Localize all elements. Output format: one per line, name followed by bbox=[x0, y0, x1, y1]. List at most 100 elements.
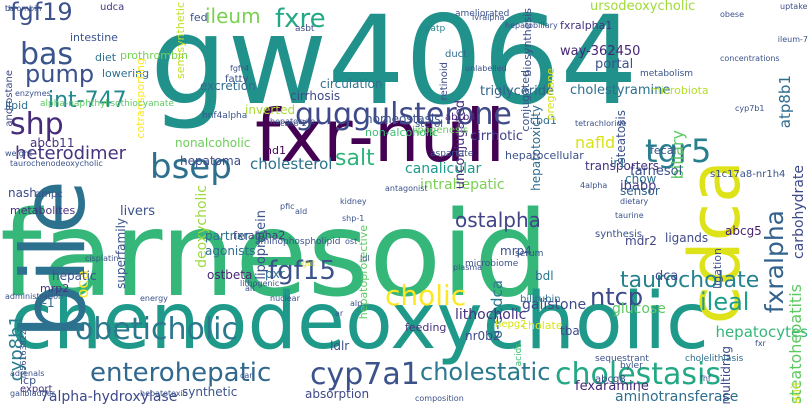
word-177: rs56163822 bbox=[19, 330, 28, 379]
word-194: thrombin bbox=[5, 4, 42, 13]
word-90: livers bbox=[120, 204, 156, 219]
word-109: biosynthesis bbox=[521, 8, 534, 77]
word-0: farnesoid bbox=[0, 185, 550, 323]
word-146: unlabelled bbox=[465, 64, 507, 73]
word-102: prothrombin bbox=[120, 49, 189, 62]
word-141: ligation bbox=[711, 248, 724, 289]
word-100: diet bbox=[95, 51, 117, 64]
word-106: udca bbox=[100, 2, 125, 13]
word-124: aspartate bbox=[430, 149, 474, 159]
word-79: cbd1 bbox=[530, 114, 558, 127]
word-77: non-alcoholic bbox=[365, 126, 439, 139]
word-161: alt bbox=[245, 284, 256, 293]
word-193: lxr bbox=[5, 4, 16, 13]
word-130: acids bbox=[514, 343, 524, 367]
word-128: tba bbox=[560, 324, 580, 338]
word-75: homeostasis bbox=[365, 112, 441, 126]
word-98: androstane bbox=[4, 70, 15, 127]
word-123: gut bbox=[302, 259, 316, 268]
word-43: cholate bbox=[522, 319, 563, 332]
word-66: mrp4 bbox=[500, 244, 532, 258]
word-24: ileal bbox=[700, 288, 750, 316]
word-153: plasma bbox=[453, 263, 483, 272]
word-174: fgfr4 bbox=[230, 64, 250, 73]
word-92: hepatic bbox=[52, 269, 97, 283]
word-117: obese bbox=[720, 10, 744, 19]
word-175: cyp7b1 bbox=[735, 104, 765, 113]
word-191: ar bbox=[335, 309, 344, 318]
word-58: nafld bbox=[575, 133, 616, 152]
word-65: bdl bbox=[535, 269, 554, 283]
word-2: chenodeoxycholic bbox=[10, 277, 709, 367]
word-192: alp bbox=[350, 299, 363, 308]
word-46: carbohydrate bbox=[791, 165, 807, 259]
word-132: feeding bbox=[405, 321, 447, 334]
word-96: abcb11 bbox=[30, 136, 75, 150]
word-150: lvralpha bbox=[472, 13, 505, 22]
word-110: duct bbox=[445, 49, 468, 60]
word-155: sequestrant bbox=[595, 354, 649, 364]
word-12: bsep bbox=[150, 147, 232, 187]
word-111: retinoid bbox=[439, 62, 450, 101]
word-151: hepatobiliary bbox=[505, 21, 558, 30]
word-18: ileum bbox=[205, 4, 261, 28]
word-162: nuclear bbox=[270, 294, 300, 303]
word-189: antagonist bbox=[385, 184, 428, 193]
word-26: taurocholate bbox=[620, 268, 760, 293]
word-104: semisynthetic bbox=[174, 2, 187, 79]
word-129: glucose bbox=[612, 301, 666, 317]
word-19: pump bbox=[25, 60, 95, 88]
word-116: s1c17a8-nr1h4 bbox=[710, 169, 786, 180]
word-61: ligands bbox=[665, 231, 709, 245]
word-51: portal bbox=[595, 57, 634, 72]
word-13: fxralpha bbox=[760, 210, 789, 314]
word-82: hepatoma bbox=[180, 154, 242, 168]
word-185: pfic bbox=[280, 202, 295, 211]
word-6: enterohepatic bbox=[90, 358, 272, 388]
word-113: conjugated bbox=[519, 70, 532, 132]
word-42: galistone bbox=[522, 297, 587, 313]
word-23: fgf15 bbox=[268, 256, 336, 286]
word-126: bilirubin bbox=[520, 294, 561, 305]
word-32: ostalpha bbox=[455, 208, 541, 232]
word-164: taurine bbox=[615, 211, 644, 220]
word-76: lipogenesis bbox=[412, 125, 469, 136]
word-10: cholic bbox=[385, 279, 467, 312]
word-133: absorption bbox=[305, 387, 370, 401]
word-159: aminophospholipid bbox=[255, 237, 341, 247]
word-62: abcg5 bbox=[725, 224, 762, 238]
word-63: mdr2 bbox=[625, 234, 657, 248]
word-16: fgf19 bbox=[10, 0, 73, 26]
word-27: cholestatic bbox=[420, 358, 551, 386]
word-167: adrenals bbox=[10, 369, 45, 378]
word-148: metabolism bbox=[640, 69, 694, 79]
word-163: dietary bbox=[620, 197, 649, 206]
word-142: ileum-7 bbox=[777, 35, 808, 44]
word-28: heterodimer bbox=[15, 143, 127, 164]
word-17: fxre bbox=[275, 4, 326, 34]
word-57: cirrhotic bbox=[470, 129, 524, 144]
word-59: farnesol bbox=[630, 164, 683, 179]
word-139: abcg8 bbox=[595, 374, 626, 385]
word-70: ir1 bbox=[610, 156, 626, 170]
word-137: anit bbox=[789, 381, 803, 404]
word-47: ursodeoxycholic bbox=[590, 0, 696, 14]
word-183: hepatocyte bbox=[270, 117, 316, 126]
word-107: asbt bbox=[295, 24, 315, 34]
word-64: dca bbox=[655, 269, 679, 284]
word-145: hnf4alpha bbox=[202, 111, 248, 121]
word-108: oatp bbox=[425, 24, 446, 34]
word-182: energy bbox=[140, 294, 168, 303]
word-72: excretion bbox=[200, 79, 256, 93]
word-37: lithocholic bbox=[455, 307, 527, 323]
word-3: fxr-null bbox=[255, 94, 506, 178]
word-166: gallbladder bbox=[10, 389, 55, 398]
word-181: cisplatin bbox=[85, 254, 119, 263]
word-15: bas bbox=[20, 37, 74, 72]
word-131: nr0b2 bbox=[465, 329, 501, 343]
word-78: abcb4 bbox=[445, 112, 476, 123]
word-48: way-362450 bbox=[560, 44, 641, 59]
word-22: salt bbox=[335, 146, 375, 171]
word-160: lithogenic bbox=[240, 279, 280, 288]
word-176: enzymes bbox=[15, 89, 51, 98]
